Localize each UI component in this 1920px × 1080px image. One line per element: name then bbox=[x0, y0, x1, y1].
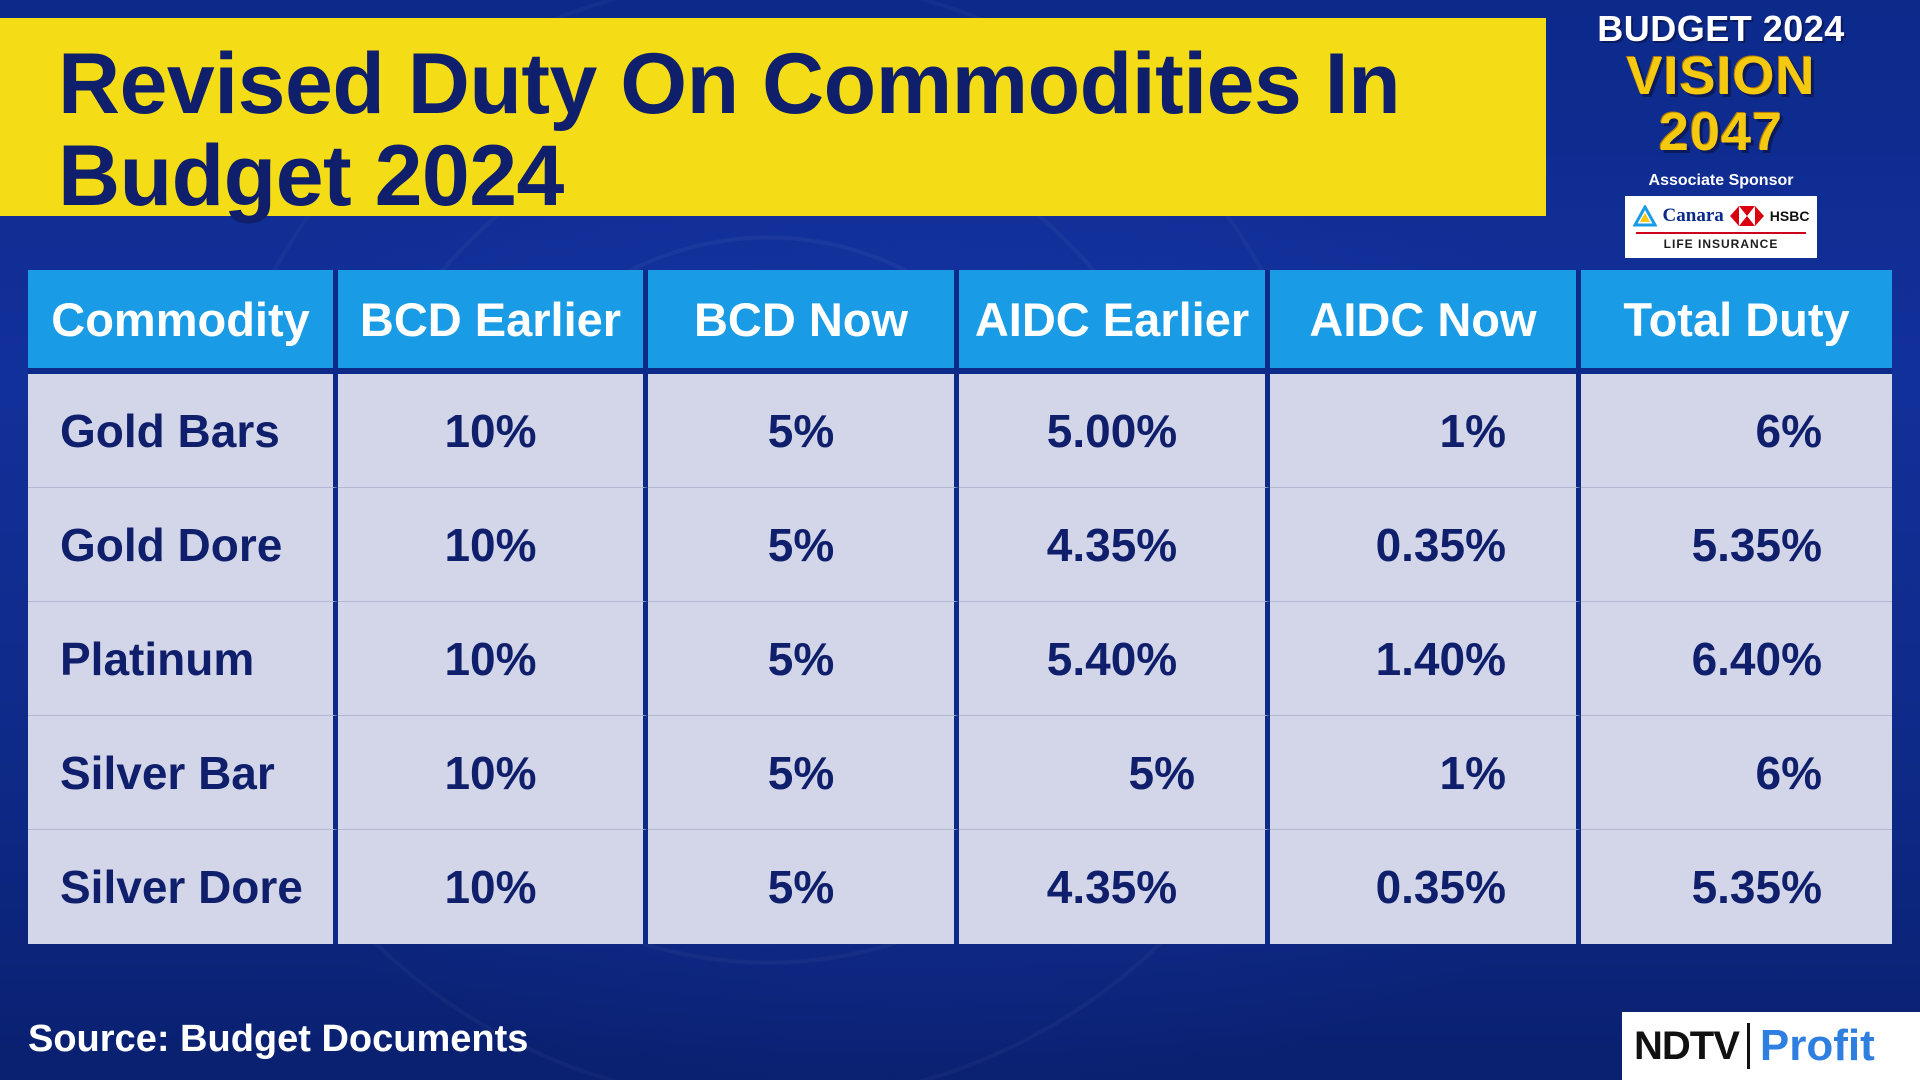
cell-commodity: Gold Bars bbox=[28, 374, 338, 488]
profit-logo-text: Profit bbox=[1759, 1021, 1875, 1070]
header-aidc-now: AIDC Now bbox=[1270, 270, 1581, 374]
cell-total-duty: 5.35% bbox=[1581, 830, 1892, 944]
cell-aidc-now: 0.35% bbox=[1270, 488, 1581, 602]
table-row: Platinum 10% 5% 5.40% 1.40% 6.40% bbox=[28, 602, 1892, 716]
cell-aidc-now: 0.35% bbox=[1270, 830, 1581, 944]
budget-year-label: BUDGET 2024 bbox=[1597, 8, 1845, 49]
cell-aidc-now: 1% bbox=[1270, 374, 1581, 488]
header-bcd-earlier: BCD Earlier bbox=[338, 270, 648, 374]
cell-bcd-now: 5% bbox=[648, 374, 959, 488]
cell-total-duty: 5.35% bbox=[1581, 488, 1892, 602]
sponsor-subtitle: LIFE INSURANCE bbox=[1636, 232, 1806, 251]
cell-aidc-earlier: 4.35% bbox=[959, 830, 1270, 944]
cell-aidc-now: 1% bbox=[1270, 716, 1581, 830]
title-line-2: Budget 2024 bbox=[58, 128, 564, 224]
sponsor-name-canara: Canara bbox=[1662, 205, 1724, 226]
ndtv-profit-logo: NDTV Profit bbox=[1622, 1012, 1920, 1080]
sponsor-label: Associate Sponsor bbox=[1648, 172, 1794, 189]
cell-commodity: Silver Bar bbox=[28, 716, 338, 830]
sponsor-name-hsbc: HSBC bbox=[1769, 208, 1810, 224]
cell-bcd-earlier: 10% bbox=[338, 602, 648, 716]
cell-bcd-now: 5% bbox=[648, 716, 959, 830]
sponsor-logo-row: Canara HSBC bbox=[1625, 202, 1817, 230]
table-row: Silver Dore 10% 5% 4.35% 0.35% 5.35% bbox=[28, 830, 1892, 944]
cell-bcd-now: 5% bbox=[648, 602, 959, 716]
cell-commodity: Gold Dore bbox=[28, 488, 338, 602]
header-aidc-earlier: AIDC Earlier bbox=[959, 270, 1270, 374]
header-commodity: Commodity bbox=[28, 270, 338, 374]
cell-bcd-now: 5% bbox=[648, 488, 959, 602]
header-bcd-now: BCD Now bbox=[648, 270, 959, 374]
cell-bcd-earlier: 10% bbox=[338, 716, 648, 830]
title-banner: Revised Duty On Commodities In Budget 20… bbox=[0, 18, 1546, 222]
cell-total-duty: 6.40% bbox=[1581, 602, 1892, 716]
duty-table: Commodity BCD Earlier BCD Now AIDC Earli… bbox=[28, 270, 1892, 944]
logo-divider bbox=[1746, 1023, 1750, 1069]
budget-branding: BUDGET 2024 VISION 2047 Associate Sponso… bbox=[1558, 8, 1884, 258]
cell-aidc-earlier: 4.35% bbox=[959, 488, 1270, 602]
cell-bcd-earlier: 10% bbox=[338, 488, 648, 602]
cell-total-duty: 6% bbox=[1581, 374, 1892, 488]
cell-bcd-earlier: 10% bbox=[338, 830, 648, 944]
vision-label: VISION 2047 bbox=[1626, 46, 1816, 162]
cell-bcd-earlier: 10% bbox=[338, 374, 648, 488]
table-row: Silver Bar 10% 5% 5% 1% 6% bbox=[28, 716, 1892, 830]
header-total-duty: Total Duty bbox=[1581, 270, 1892, 374]
cell-total-duty: 6% bbox=[1581, 716, 1892, 830]
ndtv-logo-text: NDTV bbox=[1634, 1023, 1740, 1068]
sponsor-logo: Canara HSBC LIFE INSURANCE bbox=[1625, 196, 1817, 258]
cell-bcd-now: 5% bbox=[648, 830, 959, 944]
cell-aidc-earlier: 5.00% bbox=[959, 374, 1270, 488]
canara-triangle-icon bbox=[1632, 205, 1657, 227]
cell-commodity: Platinum bbox=[28, 602, 338, 716]
cell-commodity: Silver Dore bbox=[28, 830, 338, 944]
table-row: Gold Bars 10% 5% 5.00% 1% 6% bbox=[28, 374, 1892, 488]
title-line-1: Revised Duty On Commodities In bbox=[58, 36, 1401, 132]
table-header-row: Commodity BCD Earlier BCD Now AIDC Earli… bbox=[28, 270, 1892, 374]
table-row: Gold Dore 10% 5% 4.35% 0.35% 5.35% bbox=[28, 488, 1892, 602]
hsbc-hexagon-icon bbox=[1729, 206, 1764, 226]
cell-aidc-earlier: 5.40% bbox=[959, 602, 1270, 716]
source-note: Source: Budget Documents bbox=[28, 1018, 529, 1060]
page-title: Revised Duty On Commodities In Budget 20… bbox=[58, 38, 1546, 222]
cell-aidc-earlier: 5% bbox=[959, 716, 1270, 830]
cell-aidc-now: 1.40% bbox=[1270, 602, 1581, 716]
